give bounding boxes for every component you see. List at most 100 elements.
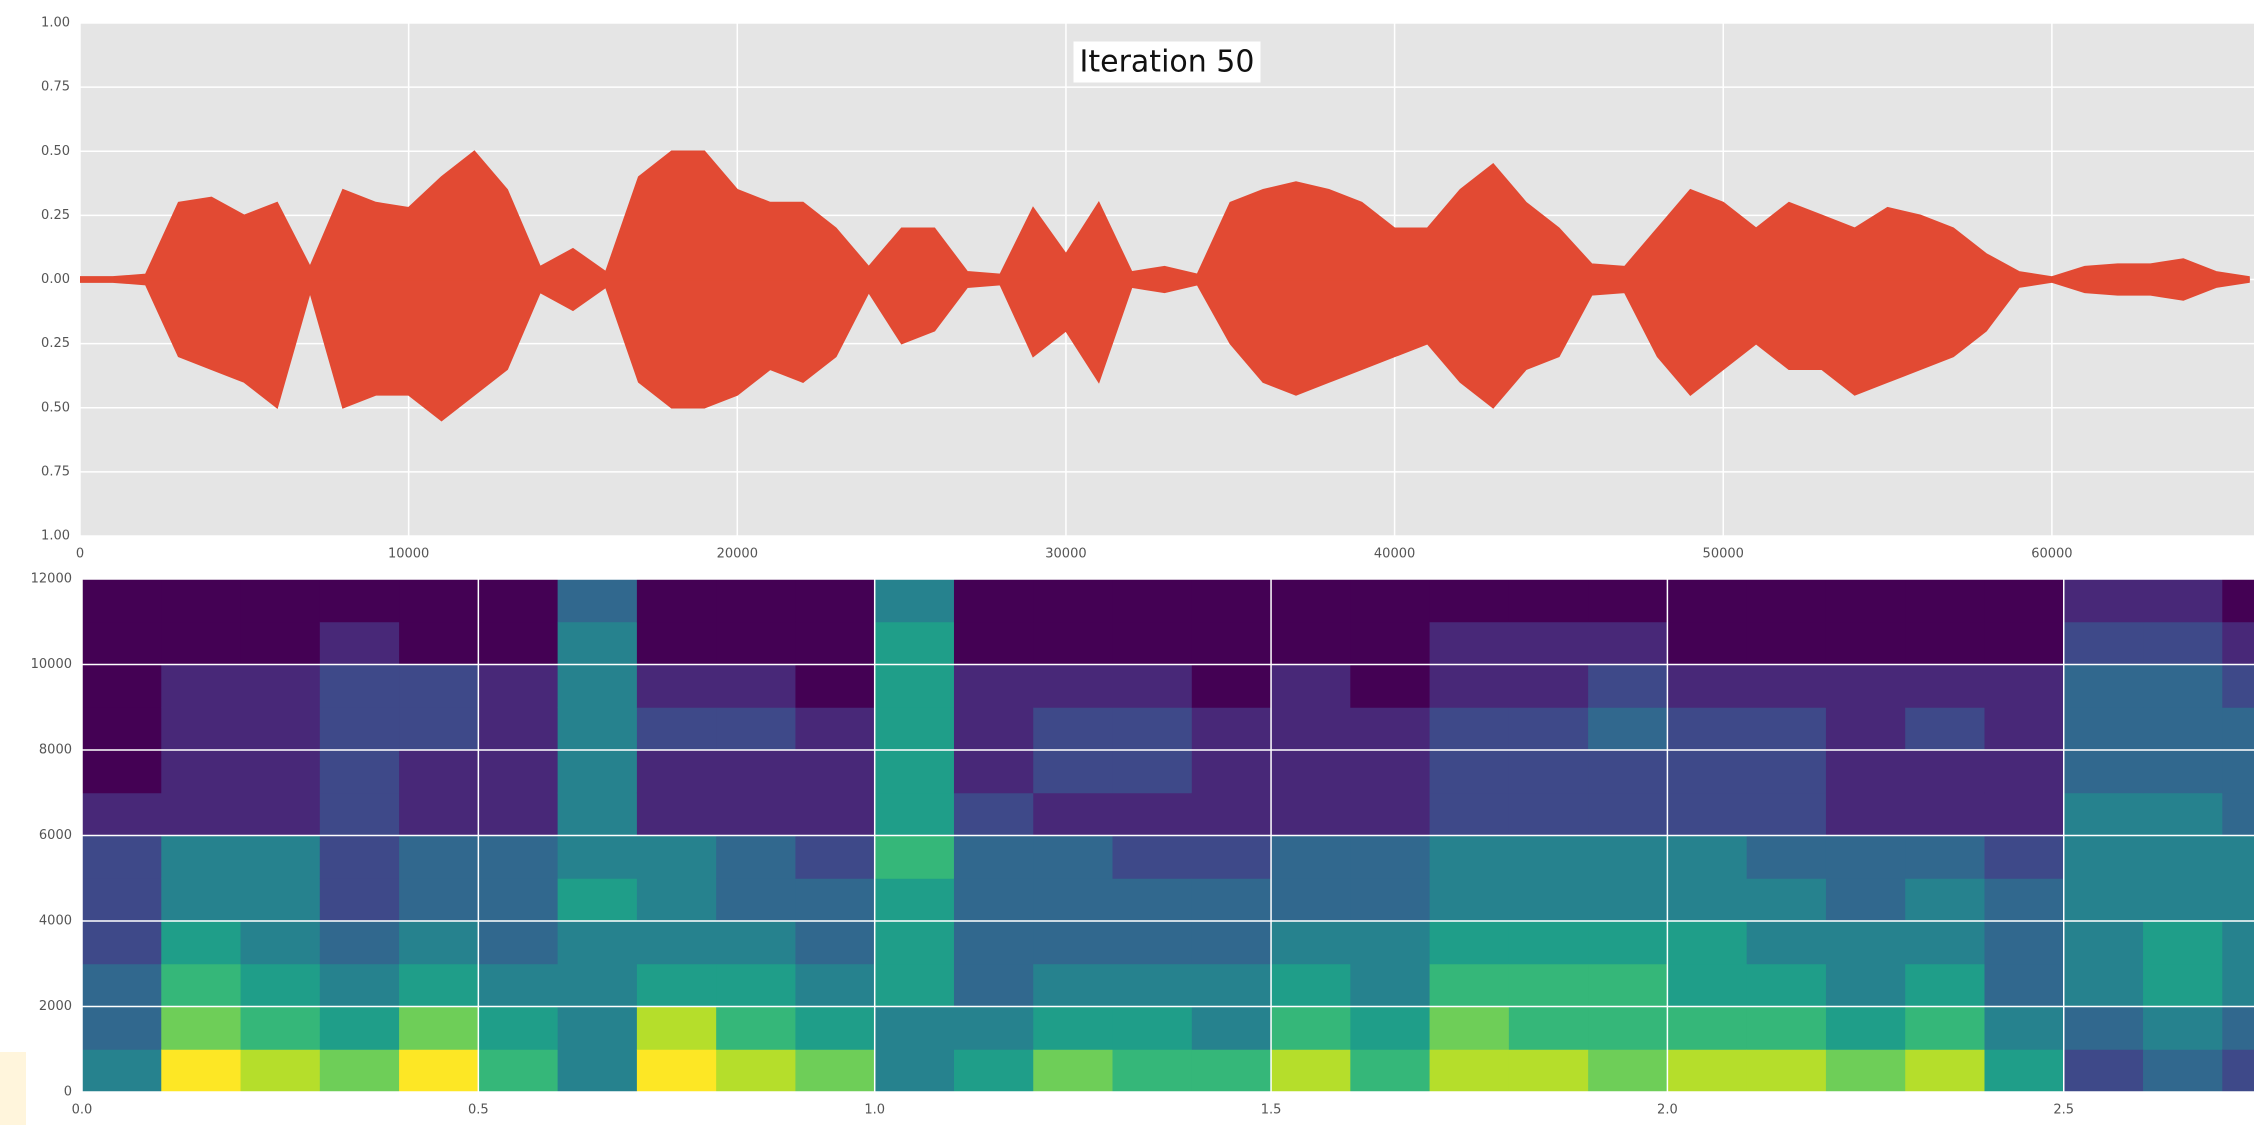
spectrogram-cell — [716, 793, 796, 836]
spectrogram-cell — [241, 579, 321, 622]
spectrogram-cell — [1271, 1007, 1351, 1050]
spectrogram-cell — [1826, 579, 1906, 622]
spectrogram-cell — [795, 707, 875, 750]
spectrogram-cell — [2143, 878, 2223, 921]
x-tick-label: 20000 — [717, 547, 758, 562]
spectrogram-cell — [637, 579, 717, 622]
spectrogram-cell — [320, 878, 400, 921]
spectrogram-cell — [1905, 878, 1985, 921]
spectrogram-cell — [320, 750, 400, 793]
spectrogram-cell — [1192, 964, 1272, 1007]
spectrogram-cell — [2064, 921, 2144, 964]
spectrogram-cell — [1192, 836, 1272, 879]
spectrogram-cell — [1350, 665, 1430, 708]
spectrogram-cell — [2222, 750, 2254, 793]
spectrogram-cell — [1113, 836, 1193, 879]
spectrogram-cell — [637, 665, 717, 708]
spectrogram-cell — [1113, 665, 1193, 708]
spectrogram-cell — [399, 1049, 479, 1092]
spectrogram-cell — [241, 707, 321, 750]
y-tick-label: 0.50 — [41, 144, 70, 159]
spectrogram-cell — [241, 921, 321, 964]
spectrogram-cell — [795, 579, 875, 622]
spectrogram-cell — [82, 878, 162, 921]
x-tick-label: 2.0 — [1657, 1103, 1678, 1118]
spectrogram-cell — [2222, 921, 2254, 964]
spectrogram-cell — [1588, 964, 1668, 1007]
spectrogram-cell — [1588, 878, 1668, 921]
spectrogram-cell — [875, 622, 955, 665]
spectrogram-cell — [558, 707, 638, 750]
spectrogram-cell — [1350, 1049, 1430, 1092]
spectrogram-cell — [1033, 622, 1113, 665]
spectrogram-cell — [558, 793, 638, 836]
spectrogram-cell — [1747, 622, 1827, 665]
spectrogram-cell — [1826, 1007, 1906, 1050]
spectrogram-cell — [1905, 1049, 1985, 1092]
spectrogram-cell — [1033, 964, 1113, 1007]
spectrogram-cell — [875, 964, 955, 1007]
spectrogram-cell — [1113, 622, 1193, 665]
spectrogram-cell — [1984, 793, 2064, 836]
spectrogram-cell — [1192, 793, 1272, 836]
spectrogram-cell — [1271, 878, 1351, 921]
spectrogram-cell — [1430, 665, 1510, 708]
spectrogram-cell — [795, 793, 875, 836]
spectrogram-cell — [637, 878, 717, 921]
spectrogram-cell — [1271, 579, 1351, 622]
spectrogram-cell — [2064, 707, 2144, 750]
y-tick-label: 0.50 — [41, 400, 70, 415]
spectrogram-cell — [1271, 793, 1351, 836]
spectrogram-cell — [1588, 1007, 1668, 1050]
spectrogram-cell — [1905, 750, 1985, 793]
spectrogram-cell — [1271, 665, 1351, 708]
spectrogram-cell — [320, 579, 400, 622]
spectrogram-cell — [1747, 665, 1827, 708]
spectrogram-cell — [1113, 579, 1193, 622]
spectrogram-cell — [1113, 1007, 1193, 1050]
spectrogram-cell — [1350, 878, 1430, 921]
spectrogram-cell — [1826, 665, 1906, 708]
spectrogram-cell — [1667, 1007, 1747, 1050]
spectrogram-cell — [82, 750, 162, 793]
spectrogram-cell — [1033, 836, 1113, 879]
spectrogram-cell — [161, 1049, 241, 1092]
spectrogram-cell — [1033, 579, 1113, 622]
y-tick-label: 0.25 — [41, 336, 70, 351]
spectrogram-cell — [399, 665, 479, 708]
spectrogram-cell — [1667, 878, 1747, 921]
y-tick-label: 2000 — [39, 999, 72, 1014]
spectrogram-cell — [716, 836, 796, 879]
spectrogram-cell — [2222, 1049, 2254, 1092]
spectrogram-cell — [2143, 1007, 2223, 1050]
spectrogram-cell — [161, 1007, 241, 1050]
spectrogram-cell — [399, 1007, 479, 1050]
spectrogram-cell — [1984, 921, 2064, 964]
spectrogram-cell — [82, 921, 162, 964]
spectrogram-cell — [1588, 665, 1668, 708]
spectrogram-cell — [954, 1007, 1034, 1050]
spectrogram-cell — [1509, 1007, 1589, 1050]
spectrogram-cell — [716, 707, 796, 750]
spectrogram-cell — [2222, 707, 2254, 750]
spectrogram-cell — [1192, 707, 1272, 750]
spectrogram-cell — [1271, 1049, 1351, 1092]
spectrogram-cell — [1430, 878, 1510, 921]
spectrogram-cell — [1905, 579, 1985, 622]
spectrogram-cell — [2064, 1049, 2144, 1092]
spectrogram-cell — [1984, 964, 2064, 1007]
x-tick-label: 0.0 — [72, 1103, 93, 1118]
spectrogram-cell — [558, 750, 638, 793]
spectrogram-cell — [1509, 1049, 1589, 1092]
spectrogram-cell — [1430, 750, 1510, 793]
spectrogram-cell — [1033, 707, 1113, 750]
spectrogram-cell — [399, 750, 479, 793]
spectrogram-cell — [716, 1007, 796, 1050]
spectrogram-cell — [82, 1049, 162, 1092]
spectrogram-cell — [2064, 836, 2144, 879]
spectrogram-cell — [1905, 622, 1985, 665]
spectrogram-cell — [1667, 1049, 1747, 1092]
spectrogram-cell — [1667, 793, 1747, 836]
spectrogram-cell — [1192, 921, 1272, 964]
spectrogram-cell — [1113, 964, 1193, 1007]
